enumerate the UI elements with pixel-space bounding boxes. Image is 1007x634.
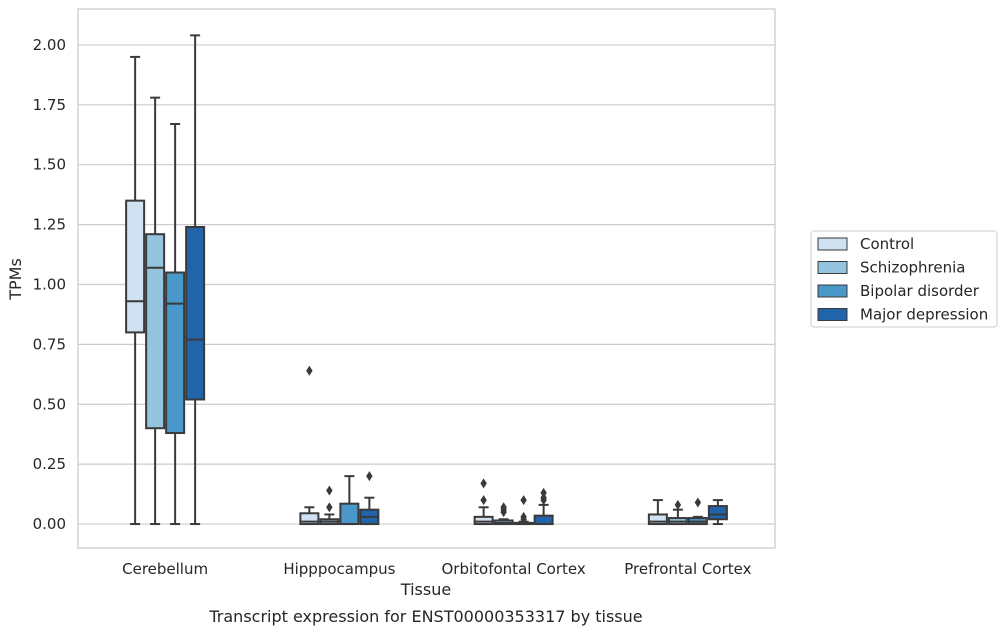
y-tick-label: 0.50: [33, 395, 66, 413]
box-iqr: [125, 199, 146, 334]
y-tick-label: 0.75: [33, 335, 66, 353]
box-iqr: [145, 233, 166, 430]
chart-caption: Transcript expression for ENST0000035331…: [208, 607, 642, 626]
boxes: [125, 34, 728, 526]
box-control: [473, 478, 494, 526]
y-tick-label: 1.00: [33, 275, 66, 293]
box-iqr: [299, 512, 320, 526]
box-schizophrenia: [145, 96, 166, 526]
box-control: [125, 55, 146, 526]
outlier-point: [500, 502, 507, 513]
box-major-depression: [359, 471, 380, 526]
box-bipolar-disorder: [339, 475, 360, 526]
box-iqr: [533, 514, 554, 526]
box-control: [299, 365, 320, 526]
legend-label: Control: [860, 235, 914, 253]
legend-swatch: [817, 261, 848, 274]
legend: Control Schizophrenia Bipolar disorder Majo…: [810, 230, 998, 328]
y-tick-label: 1.25: [33, 216, 66, 234]
outlier-point: [480, 478, 487, 489]
outlier-point: [674, 499, 682, 510]
box-schizophrenia: [319, 485, 340, 526]
y-tick-label: 1.50: [33, 156, 66, 174]
box-iqr: [647, 513, 668, 526]
box-iqr: [473, 515, 494, 526]
outlier-point: [326, 485, 333, 496]
box-major-depression: [707, 499, 728, 526]
box-bipolar-disorder: [513, 495, 534, 526]
legend-label: Bipolar disorder: [860, 282, 980, 300]
y-tick-label: 1.75: [33, 96, 66, 114]
outlier-point: [306, 365, 313, 376]
box-bipolar-disorder: [687, 497, 708, 526]
outlier-point: [694, 497, 702, 508]
legend-label: Major depression: [860, 306, 988, 324]
y-tick-label: 2.00: [33, 36, 66, 54]
plot-frame: [77, 8, 776, 549]
box-iqr: [165, 271, 186, 435]
legend-frame: [810, 230, 998, 328]
y-axis-label: TPMs: [6, 258, 25, 301]
outlier-point: [326, 502, 333, 513]
y-tick-label: 0.25: [33, 455, 66, 473]
x-tick-labels: Cerebellum Hipppocampus Orbitofontal Corte…: [122, 560, 751, 578]
box-bipolar-disorder: [165, 122, 186, 526]
legend-swatch: [817, 237, 848, 251]
box-iqr: [339, 502, 360, 526]
x-tick-label: Prefrontal Cortex: [624, 560, 751, 578]
outlier-point: [366, 471, 373, 482]
outlier-point: [520, 495, 527, 506]
x-axis-label: Tissue: [400, 580, 451, 599]
legend-label: Schizophrenia: [860, 259, 965, 277]
box-schizophrenia: [667, 499, 688, 526]
x-tick-label: Hipppocampus: [283, 560, 395, 578]
outlier-point: [520, 511, 527, 522]
box-iqr: [185, 225, 206, 401]
legend-swatch: [817, 284, 848, 298]
box-major-depression: [185, 34, 206, 526]
legend-swatch: [817, 308, 848, 321]
y-tick-label: 0.00: [33, 515, 66, 533]
box-schizophrenia: [493, 502, 514, 526]
y-tick-labels: 0.00 0.25 0.50 0.75 1.00 1.25 1.50 1.75 2.00: [33, 36, 66, 533]
x-tick-label: Cerebellum: [122, 560, 208, 578]
x-tick-label: Orbitofontal Cortex: [442, 560, 586, 578]
box-control: [647, 499, 668, 526]
outlier-point: [480, 495, 487, 506]
outlier-point: [540, 487, 547, 498]
box-major-depression: [533, 487, 554, 526]
box-iqr: [707, 505, 728, 521]
